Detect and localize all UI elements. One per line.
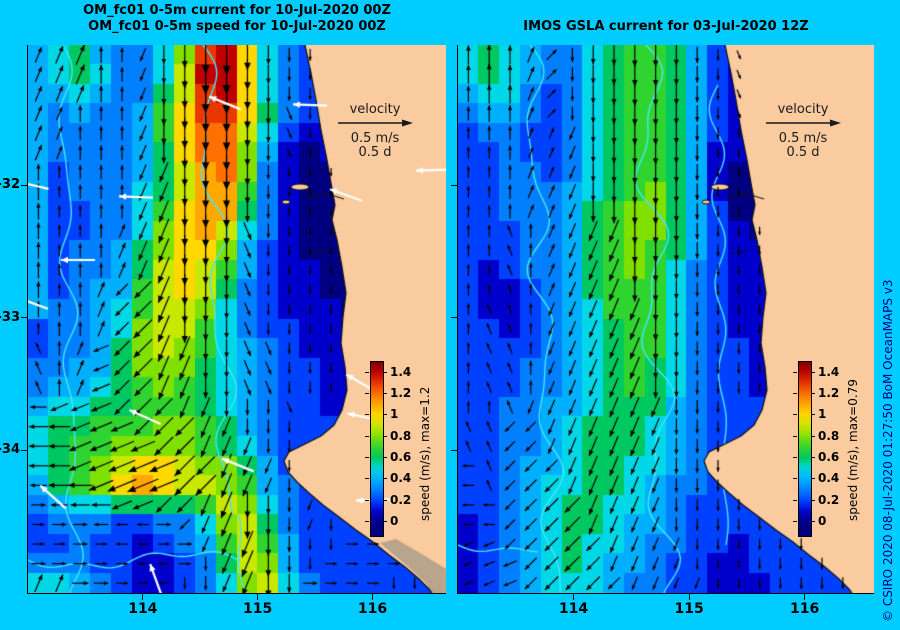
colorbar-tick-mark: [383, 393, 387, 395]
y-axis-tick-label: -33: [0, 309, 20, 325]
colorbar-tick-mark: [365, 478, 369, 480]
x-axis-tick-mark: [688, 594, 690, 600]
model-current-map-panel: velocity 0.5 m/s 0.5 d 1.4 1.2 1 0.8 0.6 0.4 0…: [27, 45, 446, 594]
colorbar-tick-mark: [365, 435, 369, 437]
right-panel-title-line1: IMOS GSLA current for 03-Jul-2020 12Z: [523, 19, 809, 34]
colorbar-label: speed (m/s), max=1.2: [418, 386, 432, 521]
copyright-credit: © CSIRO 2020 08-Jul-2020 01:27:50 BoM Oc…: [881, 279, 895, 622]
velocity-scale-arrow-icon: [338, 119, 413, 127]
x-axis-tick-mark: [257, 594, 259, 600]
y-axis-tick-mark: [21, 317, 27, 319]
colorbar-tick-mark: [383, 371, 387, 373]
y-axis-tick-mark: [451, 449, 457, 451]
velocity-legend-title: velocity: [349, 102, 401, 117]
colorbar-tick-mark: [365, 499, 369, 501]
colorbar-tick-mark: [811, 371, 815, 373]
colorbar-tick-label: 0.2: [818, 492, 840, 507]
colorbar-tick-mark: [365, 371, 369, 373]
x-axis-tick-mark: [372, 594, 373, 600]
velocity-legend-speed: 0.5 m/s: [350, 131, 400, 146]
colorbar-tick-mark: [793, 371, 797, 373]
colorbar-tick-label: 0.4: [818, 471, 840, 486]
colorbar-tick-label: 1: [390, 407, 399, 422]
colorbar-tick-mark: [793, 478, 797, 480]
colorbar-tick-mark: [811, 478, 815, 480]
observed-current-map-panel: velocity 0.5 m/s 0.5 d 1.4 1.2 1 0.8 0.6 0.4 0…: [457, 45, 874, 594]
colorbar-tick-mark: [811, 435, 815, 437]
y-axis-tick-mark: [21, 184, 27, 186]
velocity-legend-right: velocity 0.5 m/s 0.5 d: [743, 103, 863, 160]
colorbar-tick-label: 0.6: [818, 450, 840, 465]
colorbar-tick-label: 0: [818, 514, 827, 529]
colorbar-tick-mark: [365, 393, 369, 395]
colorbar-label: speed (m/s), max=0.79: [846, 379, 860, 521]
colorbar-tick-label: 0.8: [818, 428, 840, 443]
colorbar-tick-mark: [793, 435, 797, 437]
left-panel-title-line1: OM_fc01 0-5m current for 10-Jul-2020 00Z: [83, 3, 391, 18]
colorbar-tick-mark: [365, 457, 369, 459]
colorbar-tick-label: 1.4: [818, 364, 840, 379]
colorbar-tick-label: 0.2: [390, 492, 412, 507]
left-panel-title: OM_fc01 0-5m current for 10-Jul-2020 00Z…: [28, 3, 446, 35]
x-axis-tick-mark: [142, 594, 144, 600]
colorbar-tick-label: 0.4: [390, 471, 412, 486]
velocity-legend-title: velocity: [777, 102, 829, 117]
x-axis-tick-label: 114: [558, 601, 589, 617]
colorbar-gradient: [798, 361, 812, 537]
left-panel-title-line2: OM_fc01 0-5m speed for 10-Jul-2020 00Z: [88, 19, 386, 34]
colorbar-tick-label: 1.4: [390, 364, 412, 379]
x-axis-tick-label: 115: [243, 601, 273, 617]
colorbar-tick-mark: [383, 499, 387, 501]
velocity-legend-days: 0.5 d: [358, 145, 392, 160]
colorbar-tick-mark: [811, 393, 815, 395]
colorbar-tick-label: 0: [390, 514, 399, 529]
colorbar-tick-mark: [383, 414, 387, 416]
y-axis-tick-mark: [451, 184, 457, 186]
colorbar-tick-label: 0.8: [390, 428, 412, 443]
right-panel-title: IMOS GSLA current for 03-Jul-2020 12Z: [458, 19, 874, 35]
colorbar-tick-mark: [793, 521, 797, 523]
y-axis-tick-label: -32: [0, 177, 20, 193]
colorbar-tick-mark: [793, 457, 797, 459]
velocity-scale-arrow-icon: [766, 119, 841, 127]
x-axis-tick-label: 114: [128, 601, 158, 617]
colorbar-tick-mark: [811, 499, 815, 501]
colorbar-tick-mark: [383, 457, 387, 459]
colorbar-tick-label: 1.2: [390, 386, 412, 401]
colorbar-tick-mark: [811, 457, 815, 459]
x-axis-tick-label: 116: [790, 601, 820, 617]
x-axis-tick-mark: [573, 594, 575, 600]
colorbar-tick-mark: [365, 521, 369, 523]
velocity-legend-speed: 0.5 m/s: [778, 131, 828, 146]
colorbar-tick-mark: [811, 521, 815, 523]
velocity-legend-days: 0.5 d: [786, 145, 820, 160]
colorbar-tick-label: 1.2: [818, 386, 840, 401]
x-axis-tick-label: 115: [674, 601, 704, 617]
colorbar-tick-mark: [365, 414, 369, 416]
colorbar-tick-label: 1: [818, 407, 827, 422]
colorbar-gradient: [370, 361, 384, 537]
colorbar-tick-mark: [383, 478, 387, 480]
y-axis-tick-mark: [451, 317, 457, 319]
colorbar-tick-mark: [793, 499, 797, 501]
colorbar-tick-mark: [383, 521, 387, 523]
x-axis-tick-mark: [804, 594, 806, 600]
colorbar-tick-label: 0.6: [390, 450, 412, 465]
colorbar-tick-mark: [811, 414, 815, 416]
colorbar-tick-mark: [383, 435, 387, 437]
colorbar-tick-mark: [793, 393, 797, 395]
x-axis-tick-label: 116: [357, 601, 388, 617]
y-axis-tick-mark: [21, 449, 27, 451]
y-axis-tick-label: -34: [0, 442, 20, 458]
velocity-legend-left: velocity 0.5 m/s 0.5 d: [315, 103, 435, 160]
colorbar-tick-mark: [793, 414, 797, 416]
